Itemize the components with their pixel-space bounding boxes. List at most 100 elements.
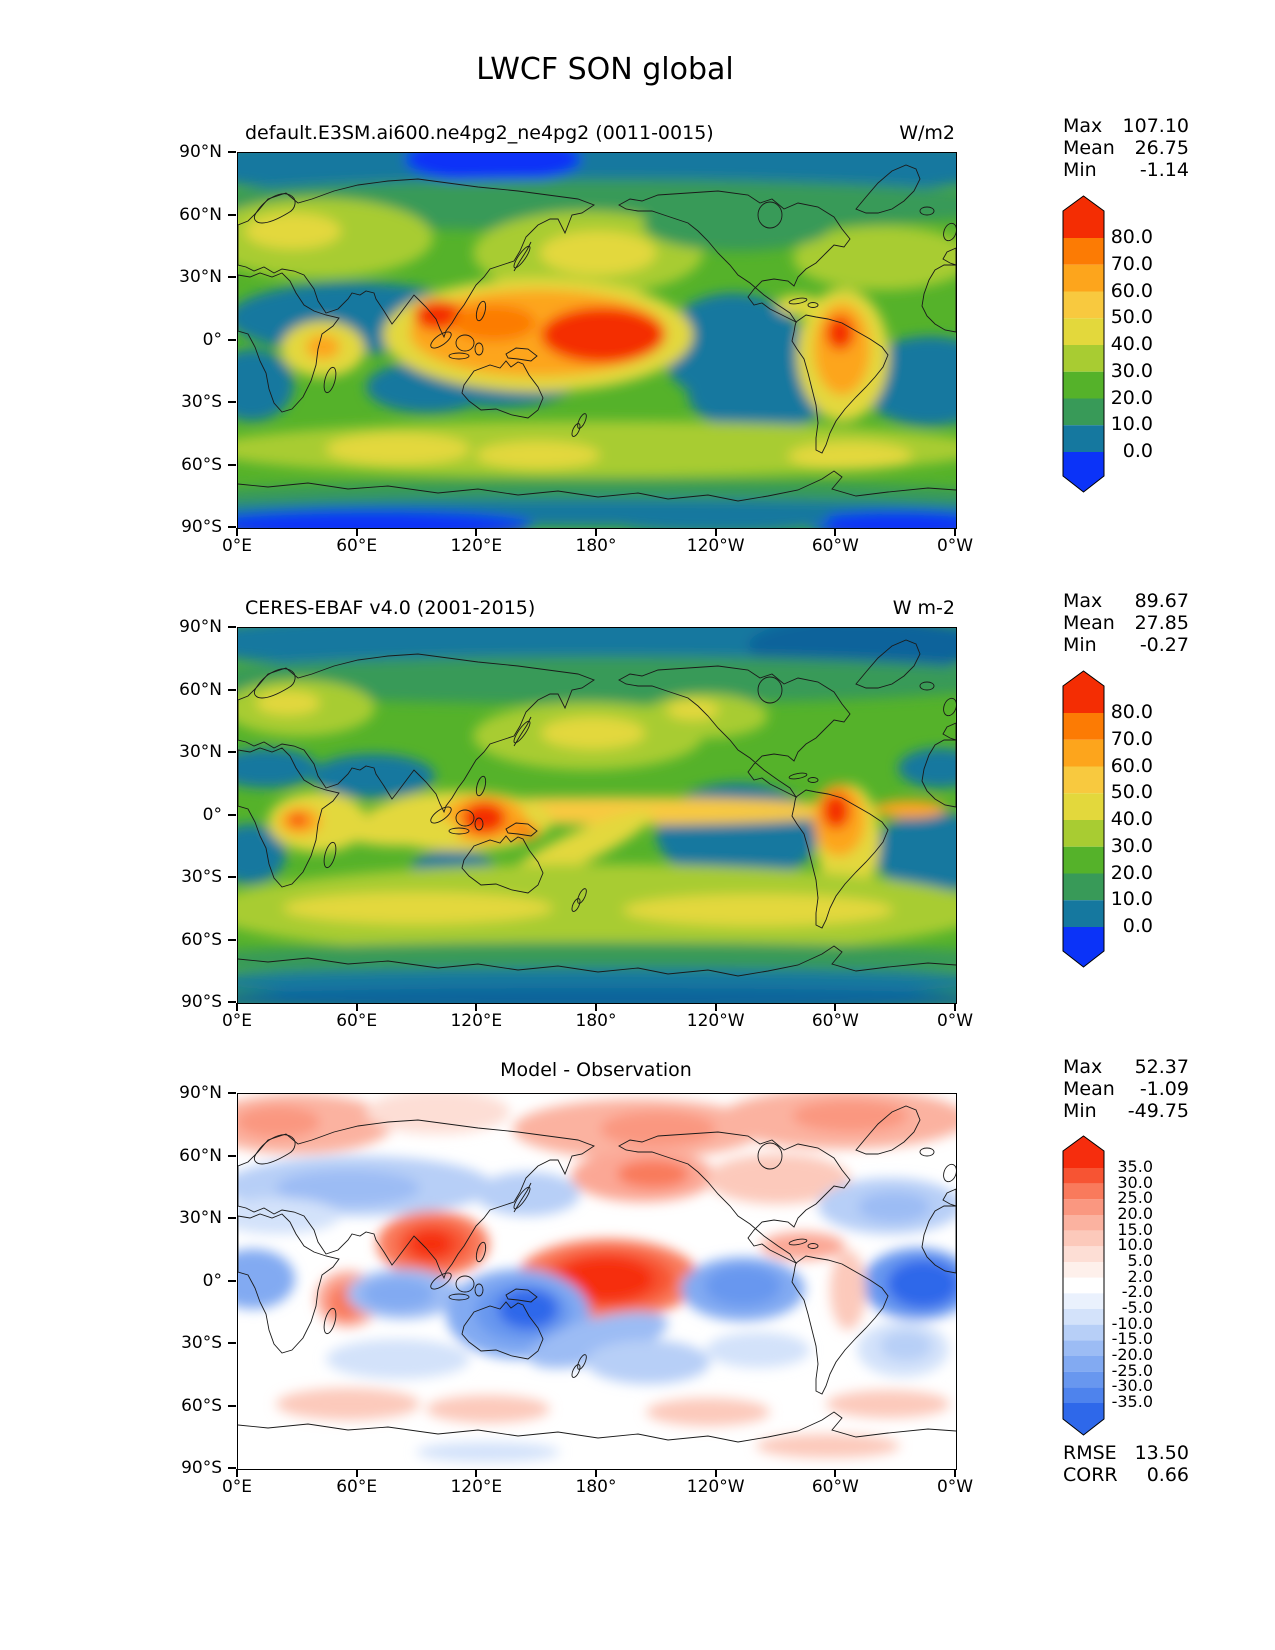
x-tick-mark xyxy=(714,1003,717,1011)
x-tick-label: 120°E xyxy=(450,1477,503,1497)
panel-observation: CERES-EBAF v4.0 (2001-2015) W m-2 Max 89.… xyxy=(0,587,1275,1057)
x-tick-label: 120°E xyxy=(450,536,503,556)
y-tick-mark xyxy=(228,526,236,528)
y-tick-label: 90°S xyxy=(181,1458,222,1478)
colorbar-tick-label: 80.0 xyxy=(1110,226,1153,248)
y-tick-mark xyxy=(228,1279,236,1282)
y-tick-label: 60°S xyxy=(181,929,222,950)
stat-value: -0.27 xyxy=(1139,634,1189,656)
stat-value: 52.37 xyxy=(1134,1056,1189,1078)
coastlines xyxy=(238,164,956,502)
y-tick-mark xyxy=(228,1342,236,1344)
stat-row: CORR 0.66 xyxy=(1063,1464,1189,1486)
stat-value: -1.14 xyxy=(1139,159,1189,181)
x-tick-label: 0°E xyxy=(221,536,253,556)
colorbar-tick-label: 40.0 xyxy=(1110,808,1153,830)
y-tick-mark xyxy=(228,688,236,691)
map-canvas xyxy=(238,153,956,528)
x-tick-mark xyxy=(834,1469,837,1477)
map-model xyxy=(237,152,957,529)
stat-row: Max 107.10 xyxy=(1063,115,1189,137)
x-tick-mark xyxy=(355,1003,358,1011)
x-tick-label: 120°E xyxy=(450,1011,503,1031)
y-tick-label: 60°N xyxy=(179,1145,222,1166)
map-canvas xyxy=(238,628,956,1003)
x-tick-label: 180° xyxy=(575,1011,617,1031)
x-tick-mark xyxy=(236,528,238,536)
colorbar-tick-label: -25.0 xyxy=(1111,1360,1153,1380)
colorbar-tick-label: 70.0 xyxy=(1110,727,1153,750)
figure-title: LWCF SON global xyxy=(476,52,734,87)
x-tick-mark xyxy=(595,1469,597,1477)
y-tick-mark xyxy=(228,1217,236,1219)
colorbar-tick-label: 30.0 xyxy=(1110,359,1153,382)
stat-label: CORR xyxy=(1063,1464,1118,1486)
x-tick-mark xyxy=(954,1003,956,1011)
y-tick-mark xyxy=(228,1467,236,1469)
x-tick-mark xyxy=(595,1003,597,1011)
x-tick-label: 60°W xyxy=(811,536,859,556)
y-tick-label: 90°N xyxy=(179,142,222,162)
stats-block: Max 107.10 Mean 26.75 Min -1.14 xyxy=(1063,115,1189,181)
x-tick-mark xyxy=(475,1003,478,1011)
stats-block: Max 89.67 Mean 27.85 Min -0.27 xyxy=(1063,590,1189,656)
coastlines xyxy=(238,1105,956,1443)
stat-row: Min -0.27 xyxy=(1063,634,1189,656)
stat-label: RMSE xyxy=(1063,1442,1117,1464)
y-tick-label: 90°S xyxy=(181,992,222,1012)
stat-value: 26.75 xyxy=(1134,137,1189,159)
colorbar-tick-label: 30.0 xyxy=(1117,1172,1153,1192)
stat-value: 0.66 xyxy=(1146,1464,1189,1486)
y-tick-mark xyxy=(228,213,236,216)
x-tick-label: 0°W xyxy=(936,1477,974,1497)
y-tick-mark xyxy=(228,276,236,278)
colorbar xyxy=(1062,195,1105,493)
colorbar-tick-label: -10.0 xyxy=(1111,1313,1153,1333)
stat-label: Min xyxy=(1063,1100,1097,1122)
stat-value: 27.85 xyxy=(1134,612,1189,634)
colorbar-tick-label: 25.0 xyxy=(1117,1188,1153,1208)
subplot-title: CERES-EBAF v4.0 (2001-2015) xyxy=(245,597,536,619)
map-canvas xyxy=(238,1094,956,1469)
y-tick-mark xyxy=(228,813,236,816)
colorbar-tick-label: 50.0 xyxy=(1110,306,1153,329)
y-tick-mark xyxy=(228,876,236,878)
y-tick-mark xyxy=(228,1404,236,1407)
subplot-units: W m-2 xyxy=(892,597,955,619)
colorbar-tick-label: 35.0 xyxy=(1117,1157,1153,1176)
colorbar-tick-label: -30.0 xyxy=(1111,1376,1153,1396)
x-tick-label: 0°E xyxy=(221,1477,253,1497)
x-tick-mark xyxy=(954,528,956,536)
colorbar-tick-label: 10.0 xyxy=(1110,413,1153,436)
y-tick-mark xyxy=(228,751,236,753)
x-tick-mark xyxy=(236,1003,238,1011)
stat-label: Mean xyxy=(1063,612,1115,634)
y-tick-label: 0° xyxy=(202,329,222,350)
x-tick-label: 120°W xyxy=(686,1477,745,1497)
y-tick-mark xyxy=(228,401,236,403)
stat-row: Min -49.75 xyxy=(1063,1100,1189,1122)
coastlines xyxy=(238,639,956,977)
colorbar-tick-label: 60.0 xyxy=(1110,754,1153,777)
y-tick-mark xyxy=(228,338,236,341)
x-tick-label: 180° xyxy=(575,1477,617,1497)
x-tick-mark xyxy=(834,1003,837,1011)
colorbar-tick-label: 20.0 xyxy=(1110,386,1153,409)
stat-value: 13.50 xyxy=(1134,1442,1189,1464)
x-tick-label: 0°W xyxy=(936,1011,974,1031)
y-tick-label: 90°N xyxy=(179,1083,222,1103)
colorbar-tick-label: 15.0 xyxy=(1117,1219,1153,1239)
x-tick-mark xyxy=(475,1469,478,1477)
x-tick-label: 0°W xyxy=(936,536,974,556)
stat-value: -1.09 xyxy=(1139,1078,1189,1100)
y-tick-label: 0° xyxy=(202,804,222,825)
x-tick-label: 120°W xyxy=(686,1011,745,1031)
stat-row: Max 52.37 xyxy=(1063,1056,1189,1078)
stat-value: 89.67 xyxy=(1134,590,1189,612)
colorbar xyxy=(1062,1135,1105,1436)
stat-label: Max xyxy=(1063,115,1103,137)
colorbar-tick-label: 30.0 xyxy=(1110,834,1153,857)
colorbar-tick-label: -20.0 xyxy=(1111,1345,1153,1364)
colorbar-tick-label: 40.0 xyxy=(1110,333,1153,355)
